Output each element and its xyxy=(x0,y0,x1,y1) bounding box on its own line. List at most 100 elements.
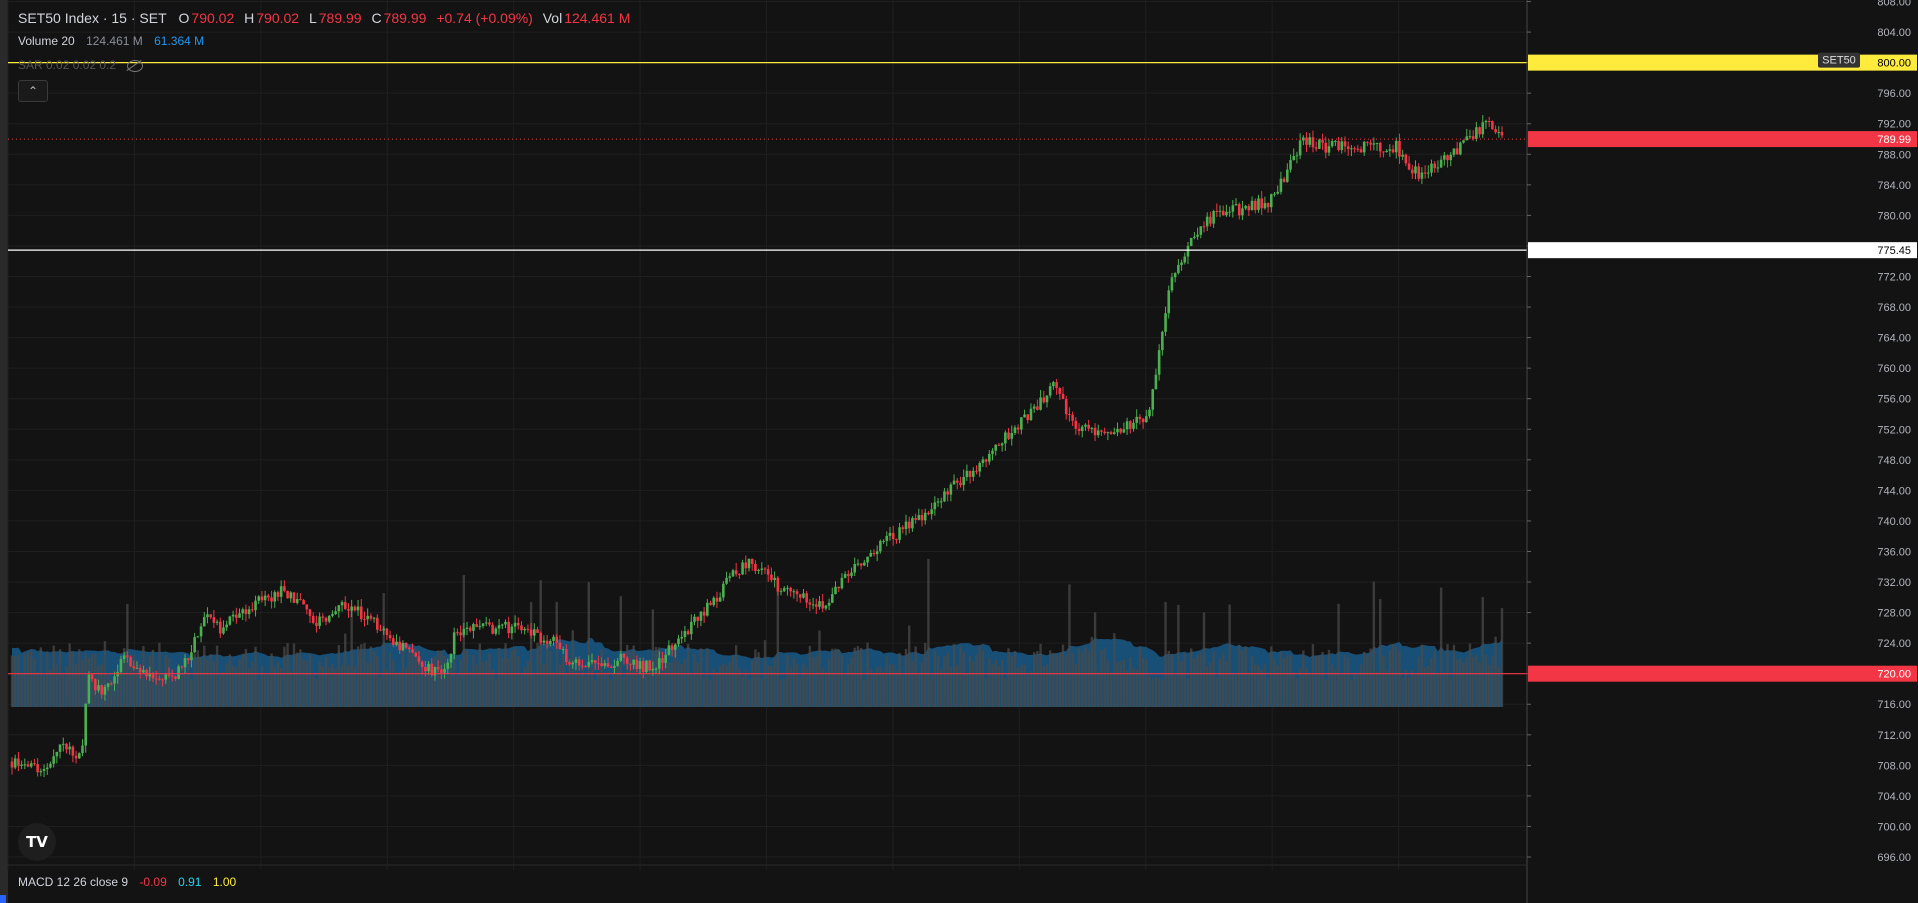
candle-body xyxy=(456,632,459,634)
volume-bar xyxy=(247,668,251,707)
hidden-eye-icon[interactable] xyxy=(127,59,144,72)
candle-body xyxy=(404,642,408,648)
candle-body xyxy=(154,678,158,680)
candle-body xyxy=(773,577,776,581)
volume-bar xyxy=(940,669,943,707)
volume-bar xyxy=(295,652,299,707)
candle-body xyxy=(1372,143,1376,145)
volume-bar xyxy=(1106,660,1110,707)
price-tick-label: 744.00 xyxy=(1877,485,1911,497)
candle-body xyxy=(975,470,978,472)
candle-body xyxy=(42,769,46,772)
candle-body xyxy=(49,763,52,768)
volume-bar xyxy=(606,671,610,707)
candle-body xyxy=(424,666,427,672)
volume-bar xyxy=(866,642,869,707)
candle-body xyxy=(722,583,725,598)
line-tag-set50[interactable]: SET50 xyxy=(1822,55,1856,67)
volume-bar xyxy=(1125,670,1129,707)
volume-bar xyxy=(610,679,613,707)
candle-body xyxy=(1321,139,1324,143)
volume-bar xyxy=(62,674,65,707)
candle-body xyxy=(872,552,876,555)
candle-body xyxy=(1215,211,1219,213)
volume-bar xyxy=(331,663,334,707)
candle-body xyxy=(494,628,498,634)
candle-body xyxy=(946,491,949,495)
volume-bar xyxy=(1433,649,1436,707)
volume-legend-label[interactable]: Volume 20 xyxy=(18,34,75,48)
macd-value-2: 0.91 xyxy=(178,875,202,889)
price-axis[interactable] xyxy=(1527,0,1918,903)
volume-bar xyxy=(840,655,844,707)
candle-body xyxy=(1324,142,1328,153)
candle-body xyxy=(911,518,914,529)
volume-bar xyxy=(770,666,773,707)
candle-body xyxy=(186,658,190,661)
volume-bar xyxy=(981,650,985,707)
candle-body xyxy=(1212,211,1215,224)
volume-bar xyxy=(215,645,219,707)
volume-bar xyxy=(1436,672,1440,707)
candle-body xyxy=(459,632,462,636)
volume-bar xyxy=(645,661,648,707)
volume-bar xyxy=(581,669,584,707)
candle-body xyxy=(1302,137,1305,141)
low-value: 789.99 xyxy=(318,10,362,26)
candle-body xyxy=(1218,210,1222,212)
candle-body xyxy=(818,601,821,607)
volume-bar xyxy=(1382,655,1385,707)
candle-body xyxy=(632,659,635,665)
volume-bar xyxy=(1138,646,1142,707)
candle-body xyxy=(786,587,789,589)
candle-body xyxy=(683,631,687,637)
volume-bar xyxy=(1452,644,1456,707)
candle-body xyxy=(587,661,591,667)
candle-body xyxy=(55,751,59,757)
candle-body xyxy=(843,574,847,578)
candle-body xyxy=(1286,169,1289,182)
collapse-legend-button[interactable]: ⌃ xyxy=(18,80,48,102)
volume-bar xyxy=(930,675,933,707)
price-tick-label: 728.00 xyxy=(1877,608,1911,620)
volume-bar xyxy=(507,658,510,707)
candle-body xyxy=(1193,236,1196,238)
volume-bar xyxy=(920,662,924,707)
volume-bar xyxy=(875,666,879,707)
volume-bar xyxy=(228,654,232,707)
candle-body xyxy=(222,627,225,634)
volume-bar xyxy=(799,677,802,707)
candle-body xyxy=(702,611,706,616)
volume-bar xyxy=(1209,662,1212,707)
sar-legend-label[interactable]: SAR 0.02 0.02 0.2 xyxy=(18,58,117,72)
candle-body xyxy=(206,614,209,618)
candle-body xyxy=(1058,388,1062,395)
scroll-marker[interactable] xyxy=(0,895,6,903)
volume-bar xyxy=(485,660,488,707)
macd-legend-label[interactable]: MACD 12 26 close 9 xyxy=(18,875,129,889)
candle-body xyxy=(299,599,302,601)
candle-body xyxy=(1032,406,1036,409)
volume-bar xyxy=(1241,650,1244,707)
candle-body xyxy=(1093,427,1097,436)
candle-body xyxy=(257,596,261,601)
volume-bar xyxy=(324,656,328,707)
volume-bar xyxy=(504,643,507,707)
volume-bar xyxy=(199,657,203,707)
volume-bar xyxy=(584,676,587,707)
candle-body xyxy=(1273,193,1276,195)
candle-body xyxy=(273,592,277,602)
candle-body xyxy=(260,596,264,601)
chevron-up-icon: ⌃ xyxy=(27,84,39,98)
candle-body xyxy=(603,663,607,666)
candle-body xyxy=(930,509,933,515)
candle-body xyxy=(52,756,55,764)
tradingview-logo[interactable]: TV xyxy=(18,823,56,861)
symbol-name[interactable]: SET50 Index · 15 · SET xyxy=(18,10,167,26)
volume-bar xyxy=(1494,636,1497,707)
candle-body xyxy=(1478,127,1481,135)
price-tick-label: 772.00 xyxy=(1877,272,1911,284)
volume-bar xyxy=(834,648,837,707)
candle-body xyxy=(126,655,129,657)
